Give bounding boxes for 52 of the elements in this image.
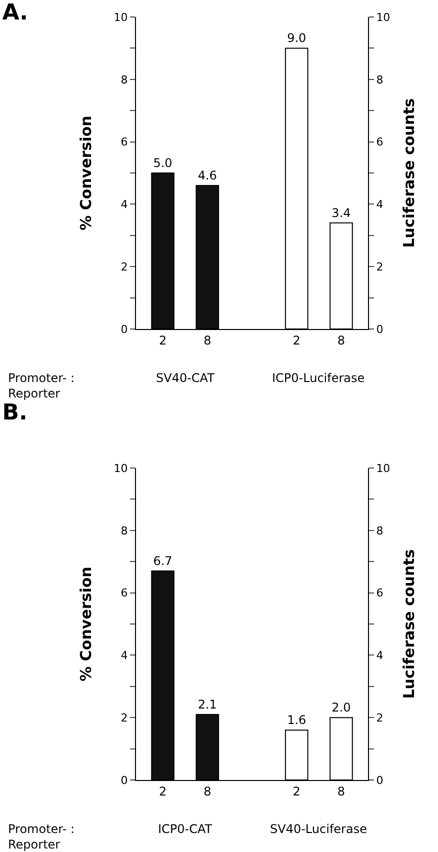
- x-tick-label: 8: [337, 333, 346, 348]
- x-tick-label: 2: [158, 784, 167, 798]
- y-tick-label: 8: [120, 73, 128, 86]
- y2-tick-label: 4: [376, 649, 384, 662]
- data-label: 9.0: [287, 31, 306, 46]
- y2-tick-label: 10: [376, 10, 390, 24]
- chart-title: A.: [2, 0, 28, 26]
- data-label: 2.0: [332, 700, 351, 715]
- y-tick-label: 8: [120, 524, 128, 538]
- x-tick-label: 2: [292, 784, 300, 798]
- text: Promoter- : Reporter: [8, 822, 75, 852]
- y2-tick-label: 4: [376, 198, 384, 212]
- text: ICP0-CAT: [158, 822, 213, 836]
- y2-tick-label: 2: [376, 711, 384, 724]
- y2-tick-label: 10: [376, 462, 390, 475]
- y2-tick-label: 0: [376, 322, 384, 336]
- data-label: 5.0: [153, 156, 172, 170]
- text: Promoter- : Reporter: [8, 371, 75, 401]
- text: SV40-CAT: [156, 371, 216, 385]
- x-tick-label: 2: [292, 333, 300, 348]
- y-tick-label: 10: [114, 462, 128, 475]
- y-tick-label: 0: [120, 774, 128, 787]
- y2-tick-label: 6: [376, 136, 384, 149]
- y2-tick-label: 8: [376, 73, 384, 86]
- y-tick-label: 6: [120, 136, 128, 149]
- y2-axis-title: Luciferase counts: [400, 549, 418, 699]
- y-tick-label: 4: [120, 198, 128, 212]
- text: ICP0-Luciferase: [272, 371, 365, 385]
- data-label: 1.6: [287, 713, 306, 728]
- y-tick-label: 4: [120, 649, 128, 662]
- y2-axis-title: Luciferase counts: [400, 98, 418, 248]
- y-tick-label: 2: [120, 711, 128, 724]
- x-tick-label: 8: [204, 333, 212, 348]
- x-tick-label: 8: [337, 784, 346, 798]
- y-axis-title: % Conversion: [77, 116, 96, 230]
- chart-title: B.: [2, 400, 28, 426]
- data-label: 2.1: [198, 697, 217, 712]
- y-tick-label: 10: [114, 10, 128, 24]
- data-label: 4.6: [198, 168, 217, 182]
- y-axis-title: % Conversion: [77, 566, 96, 682]
- data-label: 6.7: [153, 554, 172, 568]
- y-tick-label: 2: [120, 260, 128, 274]
- y2-tick-label: 2: [376, 260, 384, 274]
- y2-tick-label: 6: [376, 586, 384, 600]
- x-tick-label: 8: [204, 784, 212, 798]
- y-tick-label: 6: [120, 586, 128, 600]
- y2-tick-label: 0: [376, 774, 384, 787]
- y2-tick-label: 8: [376, 524, 384, 538]
- text: SV40-Luciferase: [270, 822, 367, 836]
- x-tick-label: 2: [158, 333, 167, 348]
- y-tick-label: 0: [120, 322, 128, 336]
- data-label: 3.4: [332, 206, 351, 220]
